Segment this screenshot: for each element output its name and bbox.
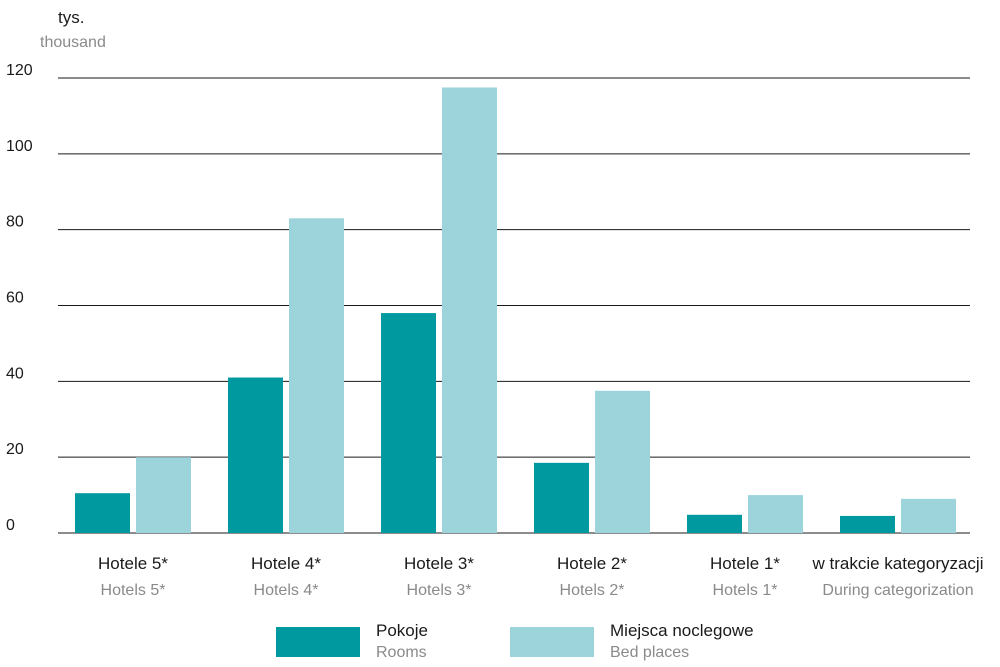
bar-bed-places	[595, 390, 650, 533]
bar-bed-places	[748, 495, 803, 533]
y-tick-label: 60	[6, 290, 24, 307]
bar-chart: 0 20 40 60 80 100 120 Hotele 5* Hotels 5* Hotele …	[6, 62, 984, 599]
bar-rooms	[534, 462, 589, 533]
x-category-label-en: Hotels 3*	[407, 582, 472, 599]
bar-rooms	[381, 313, 436, 533]
legend-item-bed-places: Miejsca noclegowe Bed places	[510, 620, 754, 664]
x-category-label-en: Hotels 5*	[101, 582, 166, 599]
x-category-label: w trakcie kategoryzacji	[811, 554, 983, 573]
y-tick-label: 120	[6, 62, 33, 79]
bar-rooms	[75, 493, 130, 533]
y-tick-label: 20	[6, 441, 24, 458]
legend-label-rooms-en: Rooms	[376, 644, 427, 661]
x-category-label: Hotele 1*	[710, 554, 780, 573]
bar-rooms	[687, 514, 742, 533]
legend-label-bed-places: Miejsca noclegowe	[610, 621, 754, 640]
legend-swatch-rooms	[276, 627, 360, 657]
x-category-label: Hotele 3*	[404, 554, 474, 573]
x-category-label: Hotele 2*	[557, 554, 627, 573]
y-axis-unit-label: tys.	[58, 8, 85, 27]
y-tick-label: 80	[6, 214, 24, 231]
y-axis-unit-label-en: thousand	[40, 34, 106, 51]
x-category-label-en: Hotels 1*	[713, 582, 778, 599]
x-category-label: Hotele 5*	[98, 554, 168, 573]
x-category-label: Hotele 4*	[251, 554, 321, 573]
y-tick-label: 100	[6, 138, 33, 155]
legend-label-rooms: Pokoje	[376, 621, 428, 640]
legend-swatch-bed-places	[510, 627, 594, 657]
y-tick-label: 40	[6, 365, 24, 382]
x-category-label-en: Hotels 4*	[254, 582, 319, 599]
y-tick-label: 0	[6, 517, 15, 534]
legend-label-bed-places-en: Bed places	[610, 644, 690, 661]
bar-bed-places	[136, 457, 191, 533]
bar-bed-places	[901, 498, 956, 533]
bar-rooms	[840, 515, 895, 533]
bar-rooms	[228, 377, 283, 533]
x-category-label-en: During categorization	[822, 582, 973, 599]
bar-bed-places	[289, 218, 344, 533]
legend-item-rooms: Pokoje Rooms	[276, 620, 428, 664]
x-category-label-en: Hotels 2*	[560, 582, 625, 599]
bar-bed-places	[442, 87, 497, 534]
